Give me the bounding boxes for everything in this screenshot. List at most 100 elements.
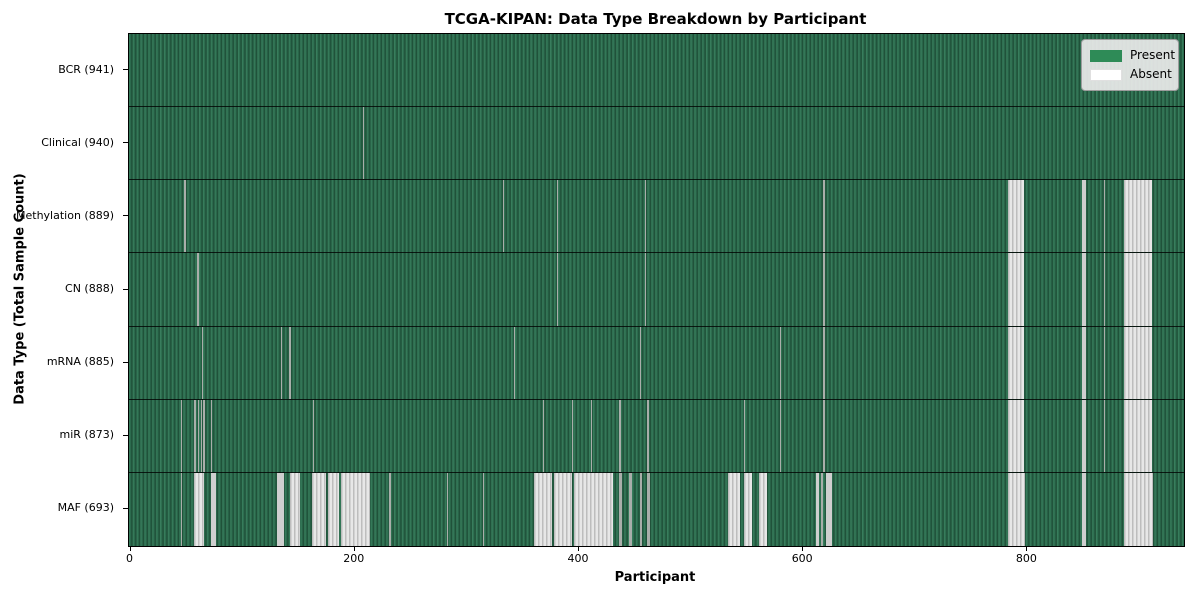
y-tick-label: Clinical (940) xyxy=(41,135,114,149)
heatmap-row-methylation xyxy=(129,180,1184,254)
legend-item-present: Present xyxy=(1090,46,1175,65)
y-tick-label: CN (888) xyxy=(65,282,114,295)
y-tick-mark xyxy=(123,142,128,144)
absent-stripe xyxy=(313,399,315,472)
absent-stripe xyxy=(572,399,574,472)
absent-stripe xyxy=(446,472,448,546)
heatmap-row-clinical xyxy=(129,107,1184,181)
y-tick-label: Methylation (889) xyxy=(16,208,114,222)
y-tick-label: BCR (941) xyxy=(58,62,114,76)
x-tick-label: 400 xyxy=(567,552,589,565)
y-tick-mark xyxy=(123,215,128,217)
absent-stripe xyxy=(180,472,183,546)
absent-stripe xyxy=(556,180,558,253)
legend-label-absent: Absent xyxy=(1130,67,1172,81)
absent-stripe xyxy=(1103,399,1105,472)
absent-stripe xyxy=(1082,253,1086,326)
absent-stripe xyxy=(554,472,573,546)
absent-stripe xyxy=(1123,399,1152,472)
heatmap-row-maf xyxy=(129,472,1184,546)
absent-stripe xyxy=(1082,180,1086,253)
absent-stripe xyxy=(513,326,516,399)
absent-stripe xyxy=(574,472,613,546)
x-axis-label: Participant xyxy=(614,570,696,585)
absent-stripe xyxy=(629,472,632,546)
absent-stripe xyxy=(647,399,649,472)
absent-stripe xyxy=(645,180,647,253)
x-tick-label: 200 xyxy=(343,552,365,565)
y-tick-mark xyxy=(123,434,128,436)
x-tick-mark xyxy=(353,546,355,551)
absent-stripe xyxy=(1008,180,1025,253)
absent-stripe xyxy=(194,399,196,472)
y-tick-label: mRNA (885) xyxy=(46,355,114,369)
absent-stripe xyxy=(759,472,768,546)
absent-stripe xyxy=(1082,472,1086,546)
absent-stripe xyxy=(180,399,183,472)
legend-item-absent: Absent xyxy=(1090,65,1172,84)
x-tick-mark xyxy=(129,546,131,551)
absent-stripe xyxy=(647,472,650,546)
x-tick-mark xyxy=(577,546,579,551)
y-tick-mark xyxy=(123,69,128,71)
absent-stripe xyxy=(203,399,205,472)
absent-stripe xyxy=(1008,472,1026,546)
absent-stripe xyxy=(823,180,825,253)
heatmap-row-bcr xyxy=(129,34,1184,108)
absent-stripe xyxy=(779,326,781,399)
absent-stripe xyxy=(280,326,282,399)
x-tick-mark xyxy=(1026,546,1028,551)
y-tick-mark xyxy=(123,288,128,290)
absent-stripe xyxy=(1082,399,1086,472)
absent-stripe xyxy=(821,472,824,546)
legend-label-present: Present xyxy=(1130,48,1176,62)
absent-stripe xyxy=(728,472,741,546)
absent-stripe xyxy=(202,326,204,399)
x-tick-label: 800 xyxy=(1015,552,1037,565)
absent-stripe xyxy=(743,472,752,546)
absent-stripe xyxy=(743,399,745,472)
absent-stripe xyxy=(197,399,199,472)
absent-stripe xyxy=(196,253,199,326)
absent-stripe xyxy=(1008,326,1025,399)
absent-stripe xyxy=(619,399,621,472)
absent-stripe xyxy=(1008,253,1025,326)
absent-stripe xyxy=(1103,253,1105,326)
absent-stripe xyxy=(556,253,558,326)
absent-stripe xyxy=(1082,326,1086,399)
absent-stripe xyxy=(201,399,203,472)
absent-stripe xyxy=(779,399,781,472)
heatmap-row-cn xyxy=(129,253,1184,327)
absent-stripe xyxy=(1123,253,1152,326)
absent-stripe xyxy=(1008,399,1025,472)
absent-stripe xyxy=(211,399,213,472)
y-tick-mark xyxy=(123,507,128,509)
absent-stripe xyxy=(825,472,833,546)
heatmap-row-mir xyxy=(129,399,1184,473)
absent-stripe xyxy=(341,472,371,546)
chart-title: TCGA-KIPAN: Data Type Breakdown by Parti… xyxy=(444,10,867,28)
heatmap-row-mrna xyxy=(129,326,1184,400)
absent-stripe xyxy=(277,472,285,546)
y-tick-label: MAF (693) xyxy=(57,501,114,515)
absent-stripe xyxy=(543,399,545,472)
absent-stripe xyxy=(823,399,825,472)
absent-stripe xyxy=(389,472,391,546)
absent-swatch xyxy=(1090,68,1122,81)
absent-stripe xyxy=(502,180,504,253)
absent-stripe xyxy=(194,472,205,546)
plot-area xyxy=(128,33,1185,547)
y-tick-label: miR (873) xyxy=(59,428,115,442)
absent-stripe xyxy=(639,472,642,546)
absent-stripe xyxy=(184,180,186,253)
absent-stripe xyxy=(1123,326,1152,399)
present-swatch xyxy=(1090,49,1122,62)
absent-stripe xyxy=(289,472,300,546)
absent-stripe xyxy=(1103,180,1105,253)
absent-stripe xyxy=(312,472,326,546)
x-tick-mark xyxy=(802,546,804,551)
absent-stripe xyxy=(591,399,593,472)
absent-stripe xyxy=(815,472,819,546)
x-tick-label: 0 xyxy=(126,552,133,565)
